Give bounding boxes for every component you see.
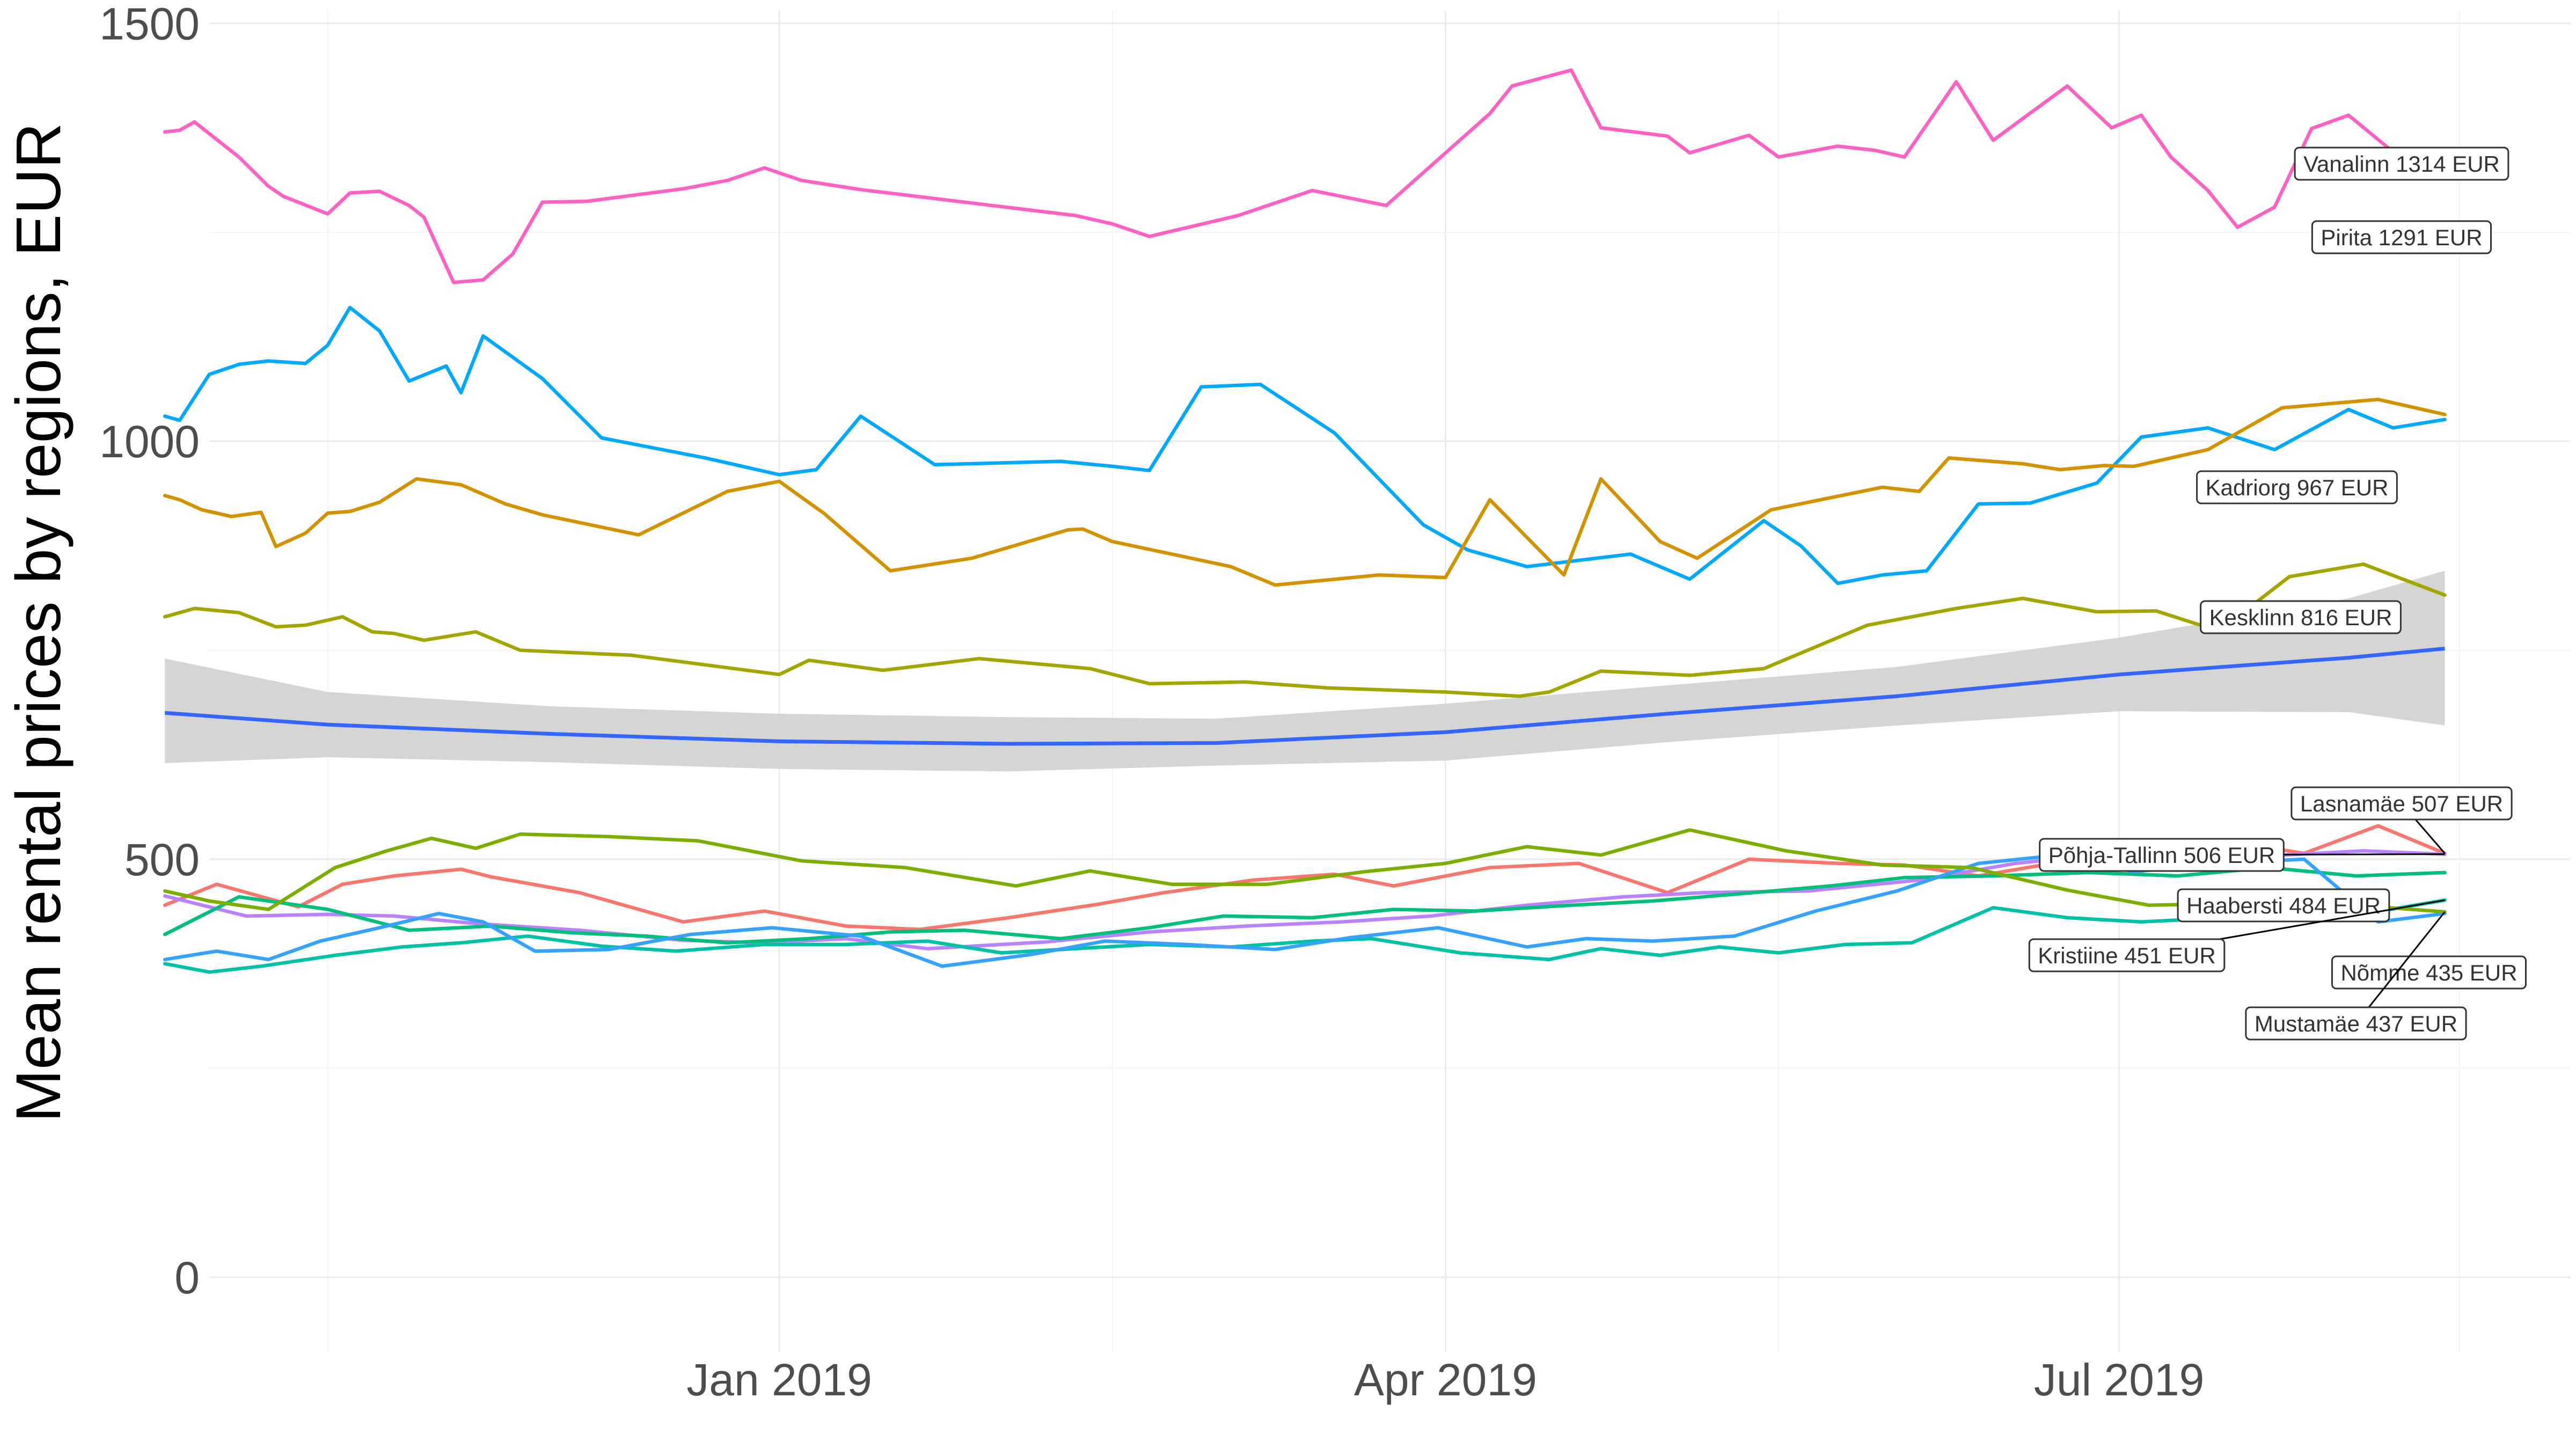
y-tick-label: 0 xyxy=(174,1253,200,1303)
label-text: Kadriorg 967 EUR xyxy=(2206,475,2389,500)
label-text: Mustamäe 437 EUR xyxy=(2255,1011,2457,1036)
label-text: Vanalinn 1314 EUR xyxy=(2303,151,2500,177)
label-text: Kristiine 451 EUR xyxy=(2038,943,2215,968)
series-label-haabersti: Haabersti 484 EUR xyxy=(2177,888,2390,923)
series-line-haabersti xyxy=(163,866,2447,945)
label-box xyxy=(2039,838,2285,872)
axes: 0 500 1000 1500 Jan 2019 Apr 2019 Jul 2019 xyxy=(99,0,2204,1405)
series-label-pirita: Pirita 1291 EUR xyxy=(2311,220,2492,254)
trend-line xyxy=(164,647,2445,746)
series-line-kadriorg xyxy=(163,398,2447,587)
label-box xyxy=(2331,955,2527,990)
y-tick-label: 1000 xyxy=(99,416,200,467)
series-label-kesklinn: Kesklinn 816 EUR xyxy=(2200,600,2402,634)
label-leader-line xyxy=(2355,911,2446,1024)
label-box xyxy=(2245,1006,2467,1041)
trend-line-layer xyxy=(164,647,2445,746)
series-label-kadriorg: Kadriorg 967 EUR xyxy=(2196,470,2398,504)
series-label-põhja-tallinn: Põhja-Tallinn 506 EUR xyxy=(2039,838,2445,872)
label-text: Lasnamäe 507 EUR xyxy=(2300,791,2503,816)
series-label-lasnamäe: Lasnamäe 507 EUR xyxy=(2290,786,2513,854)
series-labels: Vanalinn 1314 EUR Pirita 1291 EUR Kadriorg… xyxy=(2028,147,2527,1041)
label-text: Haabersti 484 EUR xyxy=(2186,893,2381,918)
label-text: Pirita 1291 EUR xyxy=(2321,225,2482,250)
series-label-kristiine: Kristiine 451 EUR xyxy=(2028,899,2445,972)
series-line-vanalinn xyxy=(163,68,2447,284)
label-box xyxy=(2294,147,2509,181)
label-text: Kesklinn 816 EUR xyxy=(2209,605,2392,630)
trend-ribbon xyxy=(165,570,2445,772)
x-tick-label: Apr 2019 xyxy=(1354,1355,1537,1405)
trend-confidence-band xyxy=(165,570,2445,772)
label-box xyxy=(2200,600,2402,634)
series-line-kesklinn xyxy=(163,562,2447,698)
x-tick-label: Jan 2019 xyxy=(686,1355,872,1405)
series-label-mustamäe: Mustamäe 437 EUR xyxy=(2245,911,2467,1041)
label-text: Nõmme 435 EUR xyxy=(2340,960,2517,985)
series-line-pirita xyxy=(163,305,2447,586)
y-tick-label: 500 xyxy=(125,835,200,885)
y-tick-label: 1500 xyxy=(99,0,200,49)
series-label-nõmme: Nõmme 435 EUR xyxy=(2331,955,2527,990)
label-box xyxy=(2177,888,2390,923)
series-lines xyxy=(163,68,2447,974)
series-line-mustamäe xyxy=(163,828,2447,914)
series-line-kristiine xyxy=(163,898,2447,974)
x-tick-label: Jul 2019 xyxy=(2034,1355,2205,1405)
label-box xyxy=(2028,938,2226,972)
label-text: Põhja-Tallinn 506 EUR xyxy=(2048,843,2275,868)
label-box xyxy=(2196,470,2398,504)
y-axis-title: Mean rental prices by regions, EUR xyxy=(3,123,74,1123)
label-box xyxy=(2290,786,2513,821)
label-box xyxy=(2311,220,2492,254)
series-label-vanalinn: Vanalinn 1314 EUR xyxy=(2294,147,2509,181)
